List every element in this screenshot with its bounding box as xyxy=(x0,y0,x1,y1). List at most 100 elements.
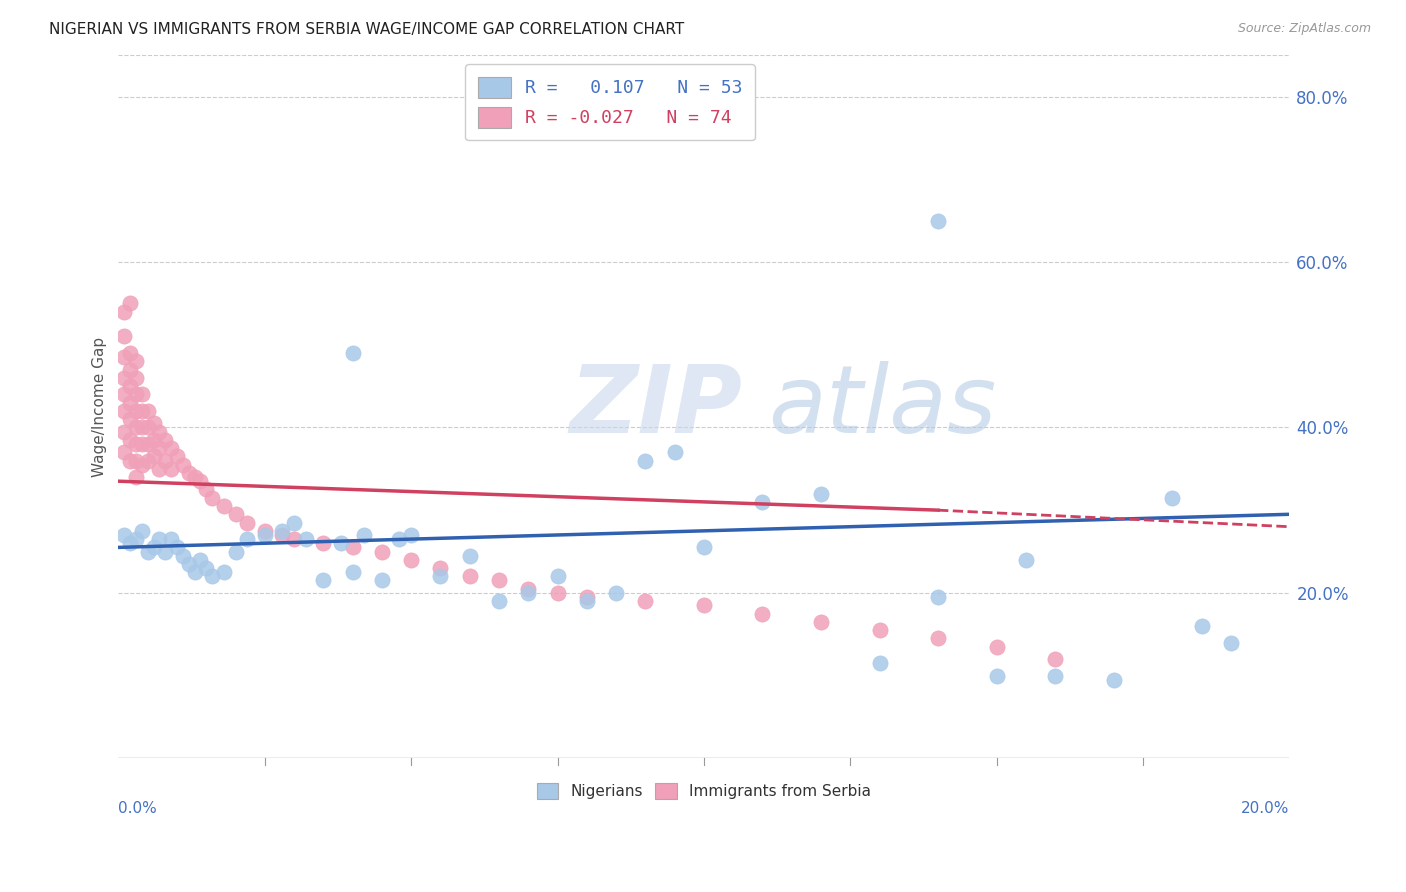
Point xyxy=(120,362,142,376)
Point xyxy=(1191,619,1213,633)
Point xyxy=(547,569,569,583)
Point xyxy=(1015,553,1038,567)
Point xyxy=(329,536,352,550)
Point xyxy=(1043,668,1066,682)
Point xyxy=(125,354,148,368)
Point xyxy=(148,425,170,439)
Point xyxy=(183,565,205,579)
Text: 0.0%: 0.0% xyxy=(118,800,157,815)
Point xyxy=(342,541,364,555)
Point xyxy=(488,594,510,608)
Point xyxy=(371,574,394,588)
Point xyxy=(342,346,364,360)
Point xyxy=(399,528,422,542)
Y-axis label: Wage/Income Gap: Wage/Income Gap xyxy=(93,336,107,477)
Text: NIGERIAN VS IMMIGRANTS FROM SERBIA WAGE/INCOME GAP CORRELATION CHART: NIGERIAN VS IMMIGRANTS FROM SERBIA WAGE/… xyxy=(49,22,685,37)
Point xyxy=(131,420,153,434)
Point xyxy=(155,544,177,558)
Point xyxy=(399,553,422,567)
Point xyxy=(353,528,375,542)
Point xyxy=(1043,652,1066,666)
Point xyxy=(605,586,627,600)
Point xyxy=(120,346,142,360)
Point xyxy=(142,541,165,555)
Point xyxy=(225,544,247,558)
Point xyxy=(125,437,148,451)
Point xyxy=(190,553,212,567)
Point xyxy=(148,462,170,476)
Point xyxy=(869,657,891,671)
Point xyxy=(131,404,153,418)
Point xyxy=(312,574,335,588)
Point xyxy=(155,433,177,447)
Point xyxy=(751,495,773,509)
Point xyxy=(125,532,148,546)
Text: Source: ZipAtlas.com: Source: ZipAtlas.com xyxy=(1237,22,1371,36)
Point xyxy=(183,470,205,484)
Point xyxy=(172,458,194,472)
Point xyxy=(1219,635,1241,649)
Point xyxy=(810,615,832,629)
Text: ZIP: ZIP xyxy=(569,360,742,453)
Point xyxy=(429,569,451,583)
Point xyxy=(517,582,540,596)
Point xyxy=(160,462,183,476)
Point xyxy=(212,499,235,513)
Point xyxy=(112,404,135,418)
Point xyxy=(136,437,159,451)
Point xyxy=(155,453,177,467)
Point xyxy=(166,541,188,555)
Point xyxy=(120,453,142,467)
Point xyxy=(634,453,657,467)
Point xyxy=(212,565,235,579)
Point xyxy=(236,532,259,546)
Point xyxy=(112,329,135,343)
Point xyxy=(388,532,411,546)
Point xyxy=(195,561,218,575)
Point xyxy=(575,594,598,608)
Point xyxy=(136,453,159,467)
Point xyxy=(547,586,569,600)
Point xyxy=(112,387,135,401)
Text: atlas: atlas xyxy=(768,361,997,452)
Point xyxy=(166,450,188,464)
Point xyxy=(927,632,949,646)
Point xyxy=(142,433,165,447)
Point xyxy=(1161,491,1184,505)
Point xyxy=(136,404,159,418)
Point xyxy=(120,536,142,550)
Point xyxy=(458,569,481,583)
Point xyxy=(342,565,364,579)
Point xyxy=(195,483,218,497)
Point xyxy=(120,296,142,310)
Point xyxy=(120,395,142,409)
Point xyxy=(869,623,891,637)
Point xyxy=(112,445,135,459)
Point xyxy=(927,590,949,604)
Point xyxy=(177,466,200,480)
Point xyxy=(575,590,598,604)
Point xyxy=(1102,673,1125,687)
Point xyxy=(125,371,148,385)
Point xyxy=(693,599,716,613)
Point xyxy=(634,594,657,608)
Point xyxy=(190,474,212,488)
Point xyxy=(429,561,451,575)
Legend: Nigerians, Immigrants from Serbia: Nigerians, Immigrants from Serbia xyxy=(529,776,879,807)
Point xyxy=(927,213,949,227)
Point xyxy=(125,470,148,484)
Point xyxy=(253,524,276,538)
Point xyxy=(131,437,153,451)
Point xyxy=(112,350,135,364)
Point xyxy=(225,508,247,522)
Point xyxy=(312,536,335,550)
Point xyxy=(136,544,159,558)
Point xyxy=(271,528,294,542)
Point xyxy=(112,528,135,542)
Point xyxy=(120,433,142,447)
Point xyxy=(125,404,148,418)
Point xyxy=(751,607,773,621)
Point xyxy=(664,445,686,459)
Point xyxy=(201,491,224,505)
Point xyxy=(488,574,510,588)
